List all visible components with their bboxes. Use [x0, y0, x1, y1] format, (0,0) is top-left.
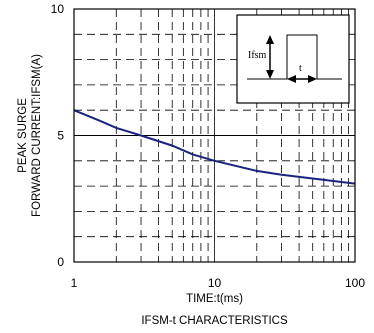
pulse-inset: Ifsm t	[236, 14, 350, 104]
y-tick-label: 5	[57, 129, 64, 143]
inset-frame	[236, 14, 350, 104]
y-axis-title-line-2: FORWARD CURRENT:IFSM(A)	[31, 54, 43, 217]
x-tick-labels: 1 10 100	[71, 276, 366, 290]
x-tick-label: 10	[208, 276, 222, 290]
y-tick-label: 0	[57, 255, 64, 269]
inset-arrowhead-up-icon	[266, 35, 274, 44]
inset-pulse-waveform	[247, 34, 342, 80]
plot-frame	[73, 8, 356, 263]
inset-current-label: Ifsm	[248, 50, 267, 61]
x-tick-label: 100	[345, 276, 365, 290]
series-line	[73, 109, 356, 185]
x-axis-title: TIME:t(ms)	[186, 293, 243, 305]
x-tick-label: 1	[71, 276, 78, 290]
inset-time-label: t	[299, 63, 302, 74]
inset-arrowhead-down-icon	[266, 70, 274, 79]
inset-arrowhead-left-icon	[287, 75, 296, 83]
chart-title: IFSM-t CHARACTERISTICS	[141, 315, 288, 327]
y-tick-labels: 0 5 10	[51, 2, 65, 269]
y-tick-label: 10	[51, 2, 65, 16]
y-axis-title-line-1: PEAK SURGE	[17, 98, 29, 173]
inset-arrowhead-right-icon	[308, 75, 317, 83]
